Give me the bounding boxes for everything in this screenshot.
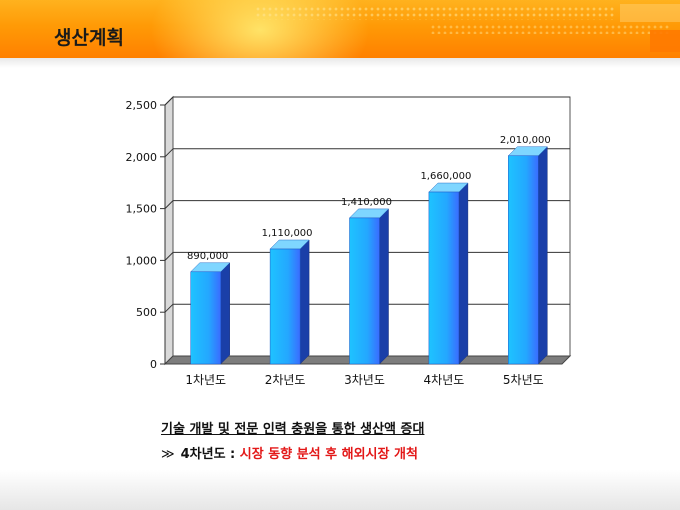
gridline-side (164, 200, 174, 209)
double-chevron-icon: ≫ (161, 447, 175, 462)
y-tick-label: 2,500 (126, 99, 158, 112)
bar (428, 191, 460, 365)
x-category-label: 3차년도 (344, 373, 385, 387)
bar-data-label: 890,000 (187, 251, 228, 262)
x-category-label: 4차년도 (424, 373, 465, 387)
y-tick-label: 1,000 (126, 254, 158, 267)
banner-decor-square (650, 30, 680, 52)
bar-side (379, 208, 389, 365)
page-title: 생산계획 (54, 27, 124, 49)
gridline-side (164, 252, 174, 261)
bar-data-label: 1,660,000 (420, 171, 471, 182)
caption-year4-highlight: 시장 동향 분석 후 해외시장 개척 (239, 447, 418, 462)
banner-decor-block (620, 4, 680, 22)
bar-data-label: 1,110,000 (262, 228, 313, 239)
caption-goal: 기술 개발 및 전문 인력 충원을 통한 생산액 증대 (161, 422, 425, 437)
header-shadow (0, 58, 680, 68)
x-category-label: 1차년도 (185, 373, 226, 387)
footer-gradient (0, 470, 680, 510)
y-tick-label: 1,500 (126, 203, 158, 216)
x-category-label: 5차년도 (503, 373, 544, 387)
y-tick-label: 500 (136, 306, 157, 319)
gridline-side (164, 303, 174, 313)
bar-side (220, 262, 230, 365)
banner-dot-pattern (255, 6, 615, 20)
bar (269, 248, 301, 365)
plot-side-wall (164, 95, 174, 366)
bar-data-label: 1,410,000 (341, 197, 392, 208)
y-tick-label: 0 (150, 358, 157, 371)
caption-year4-prefix: 4차년도 : (180, 447, 236, 462)
bar-data-label: 2,010,000 (500, 135, 551, 146)
gridline-side (164, 148, 174, 158)
bar-side (458, 182, 469, 365)
bar (190, 271, 221, 365)
x-category-label: 2차년도 (265, 373, 306, 387)
bar-side (538, 146, 548, 365)
caption-year4: ≫ 4차년도 : 시장 동향 분석 후 해외시장 개척 (161, 443, 418, 462)
y-tick-label: 2,000 (126, 151, 158, 164)
banner-dot-pattern-2 (430, 24, 670, 34)
bar-side (299, 239, 310, 365)
bar (349, 217, 380, 365)
gridline-side (164, 96, 174, 106)
bar (508, 155, 539, 365)
header-banner: 생산계획 (0, 0, 680, 58)
